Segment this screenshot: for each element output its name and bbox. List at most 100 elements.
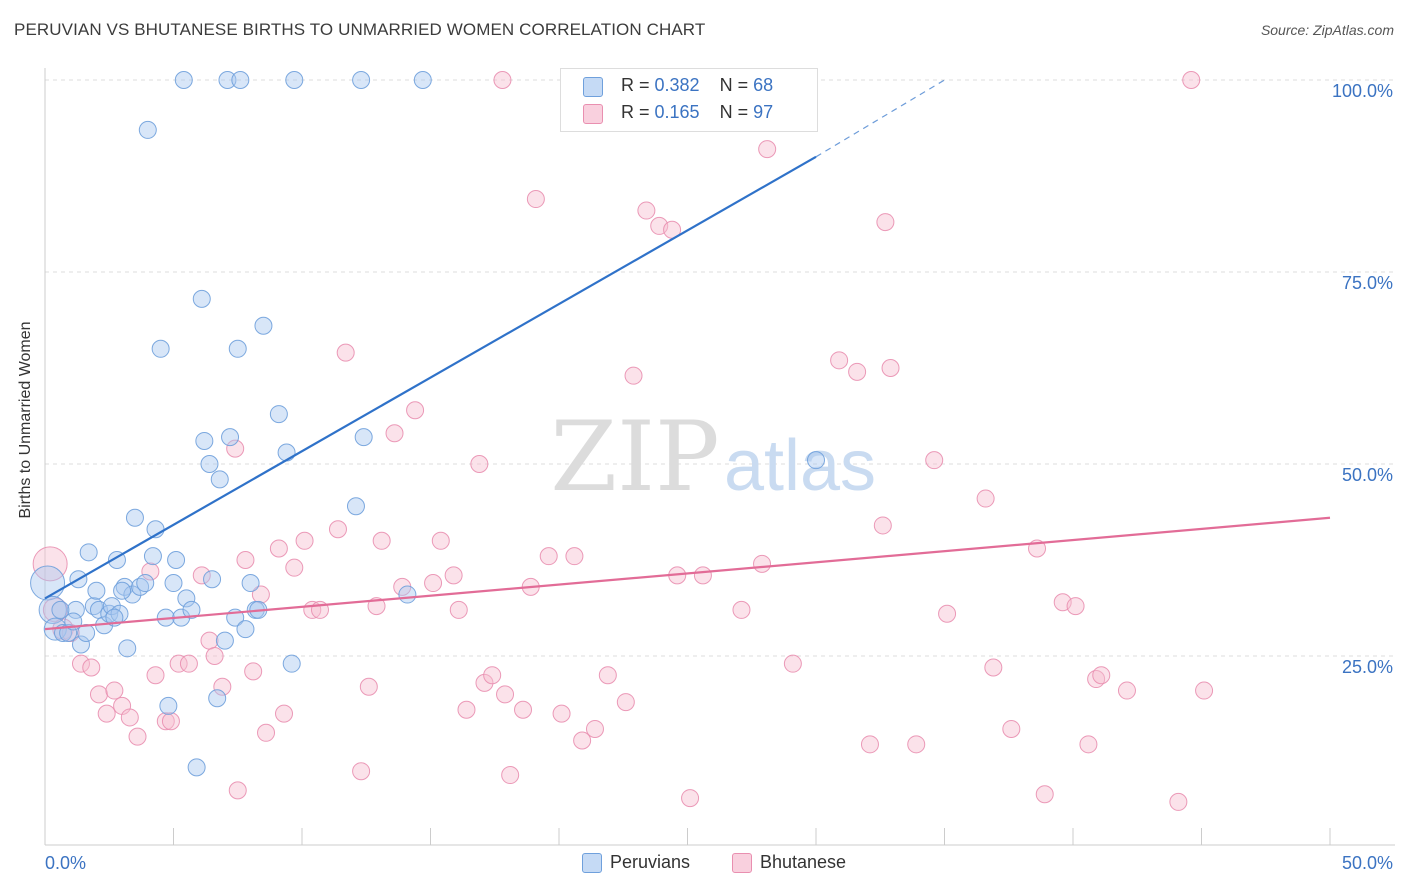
- bhutanese-point: [876, 213, 895, 232]
- peruvians-swatch: [583, 77, 603, 97]
- bhutanese-point: [128, 727, 147, 746]
- peruvians-trend-line: [44, 155, 817, 600]
- bhutanese-point: [32, 546, 68, 582]
- axes: [44, 68, 1395, 846]
- bhutanese-point: [359, 677, 378, 696]
- peruvian-point: [113, 581, 132, 600]
- peruvian-point: [203, 570, 222, 589]
- bhutanese-point: [493, 71, 512, 89]
- n-label: N =: [719, 75, 754, 95]
- bhutanese-point: [269, 539, 288, 558]
- n-value: 97: [753, 102, 774, 122]
- bhutanese-point: [496, 685, 515, 704]
- peruvian-point: [221, 428, 240, 447]
- r-label: R =: [621, 75, 655, 95]
- bhutanese-point: [881, 359, 900, 377]
- r-value: 0.165: [654, 102, 700, 122]
- bhutanese-point: [161, 712, 180, 731]
- peruvian-point: [164, 574, 183, 593]
- peruvian-point: [236, 620, 255, 639]
- peruvian-point: [352, 71, 371, 89]
- bhutanese-point: [624, 366, 643, 385]
- n-label: N =: [719, 102, 754, 122]
- bhutanese-point: [873, 516, 892, 535]
- bhutanese-point: [860, 735, 879, 754]
- bhutanese-point: [598, 666, 617, 685]
- peruvian-point: [151, 339, 170, 358]
- bhutanese-point: [192, 566, 211, 585]
- peruvian-point: [398, 585, 417, 604]
- peruvian-point: [51, 600, 70, 619]
- peruvian-point: [159, 696, 178, 715]
- bhutanese-point: [257, 723, 276, 742]
- bhutanese-point: [501, 766, 520, 785]
- x-tick-label: 50.0%: [1342, 853, 1393, 873]
- bhutanese-point: [226, 439, 245, 458]
- bhutanese-point: [573, 731, 592, 750]
- chart-title: PERUVIAN VS BHUTANESE BIRTHS TO UNMARRIE…: [14, 20, 706, 39]
- bhutanese-point: [907, 735, 926, 754]
- y-tick-label: 25.0%: [1342, 657, 1393, 677]
- bhutanese-point: [179, 654, 198, 673]
- r-label: R =: [621, 102, 655, 122]
- peruvian-point: [118, 639, 137, 658]
- peruvian-point: [241, 574, 260, 593]
- peruvian-point: [413, 71, 432, 89]
- x-tick-label: 0.0%: [45, 853, 86, 873]
- bhutanese-point: [336, 343, 355, 362]
- peruvian-point: [215, 631, 234, 650]
- bhutanese-point: [526, 190, 545, 209]
- bhutanese-point: [156, 712, 175, 731]
- bhutanese-point: [89, 685, 108, 704]
- legend-row-text: R = 0.382 N = 68: [621, 75, 773, 96]
- bhutanese-point: [976, 489, 995, 508]
- bhutanese-point: [213, 677, 232, 696]
- peruvian-point: [210, 470, 229, 489]
- bhutanese-point: [539, 547, 558, 566]
- bhutanese-point: [1002, 719, 1021, 738]
- peruvian-point: [192, 289, 211, 308]
- bhutanese-point: [1117, 681, 1136, 700]
- peruvian-point: [123, 585, 142, 604]
- bhutanese-point: [848, 362, 867, 381]
- bhutanese-point: [244, 662, 263, 681]
- peruvian-point: [182, 600, 201, 619]
- bhutanese-point: [783, 654, 802, 673]
- bhutanese-point: [105, 681, 124, 700]
- bhutanese-point: [328, 520, 347, 539]
- bhutanese-point: [681, 789, 700, 808]
- y-tick-label: 100.0%: [1332, 81, 1393, 101]
- watermark: ZIP atlas: [550, 401, 876, 513]
- peruvian-point: [208, 689, 227, 708]
- bhutanese-trend-line: [44, 516, 1331, 631]
- peruvian-point: [200, 455, 219, 473]
- bhutanese-point: [205, 647, 224, 665]
- peruvian-point: [187, 758, 206, 777]
- peruvian-point: [125, 508, 144, 527]
- bhutanese-point: [146, 666, 165, 685]
- peruvian-point: [277, 443, 296, 462]
- peruvian-point: [59, 623, 78, 642]
- bhutanese-point: [372, 531, 391, 550]
- r-value: 0.382: [654, 75, 700, 95]
- peruvian-point: [354, 428, 373, 447]
- bhutanese-swatch: [732, 853, 752, 873]
- bhutanese-point: [285, 558, 304, 577]
- peruvian-point: [282, 654, 301, 673]
- bhutanese-point: [444, 566, 463, 585]
- peruvian-point: [346, 497, 365, 516]
- legend-label: Peruvians: [610, 852, 691, 872]
- bhutanese-point: [141, 562, 160, 581]
- bhutanese-point: [449, 600, 468, 619]
- peruvian-point: [269, 405, 288, 424]
- bhutanese-point: [830, 351, 849, 370]
- bhutanese-point: [1079, 735, 1098, 754]
- watermark-atlas: atlas: [724, 426, 876, 506]
- bhutanese-point: [984, 658, 1003, 677]
- peruvians-swatch: [582, 853, 602, 873]
- bhutanese-point: [295, 531, 314, 550]
- peruvian-point: [66, 600, 85, 619]
- peruvian-point: [138, 120, 157, 139]
- bhutanese-point: [385, 424, 404, 443]
